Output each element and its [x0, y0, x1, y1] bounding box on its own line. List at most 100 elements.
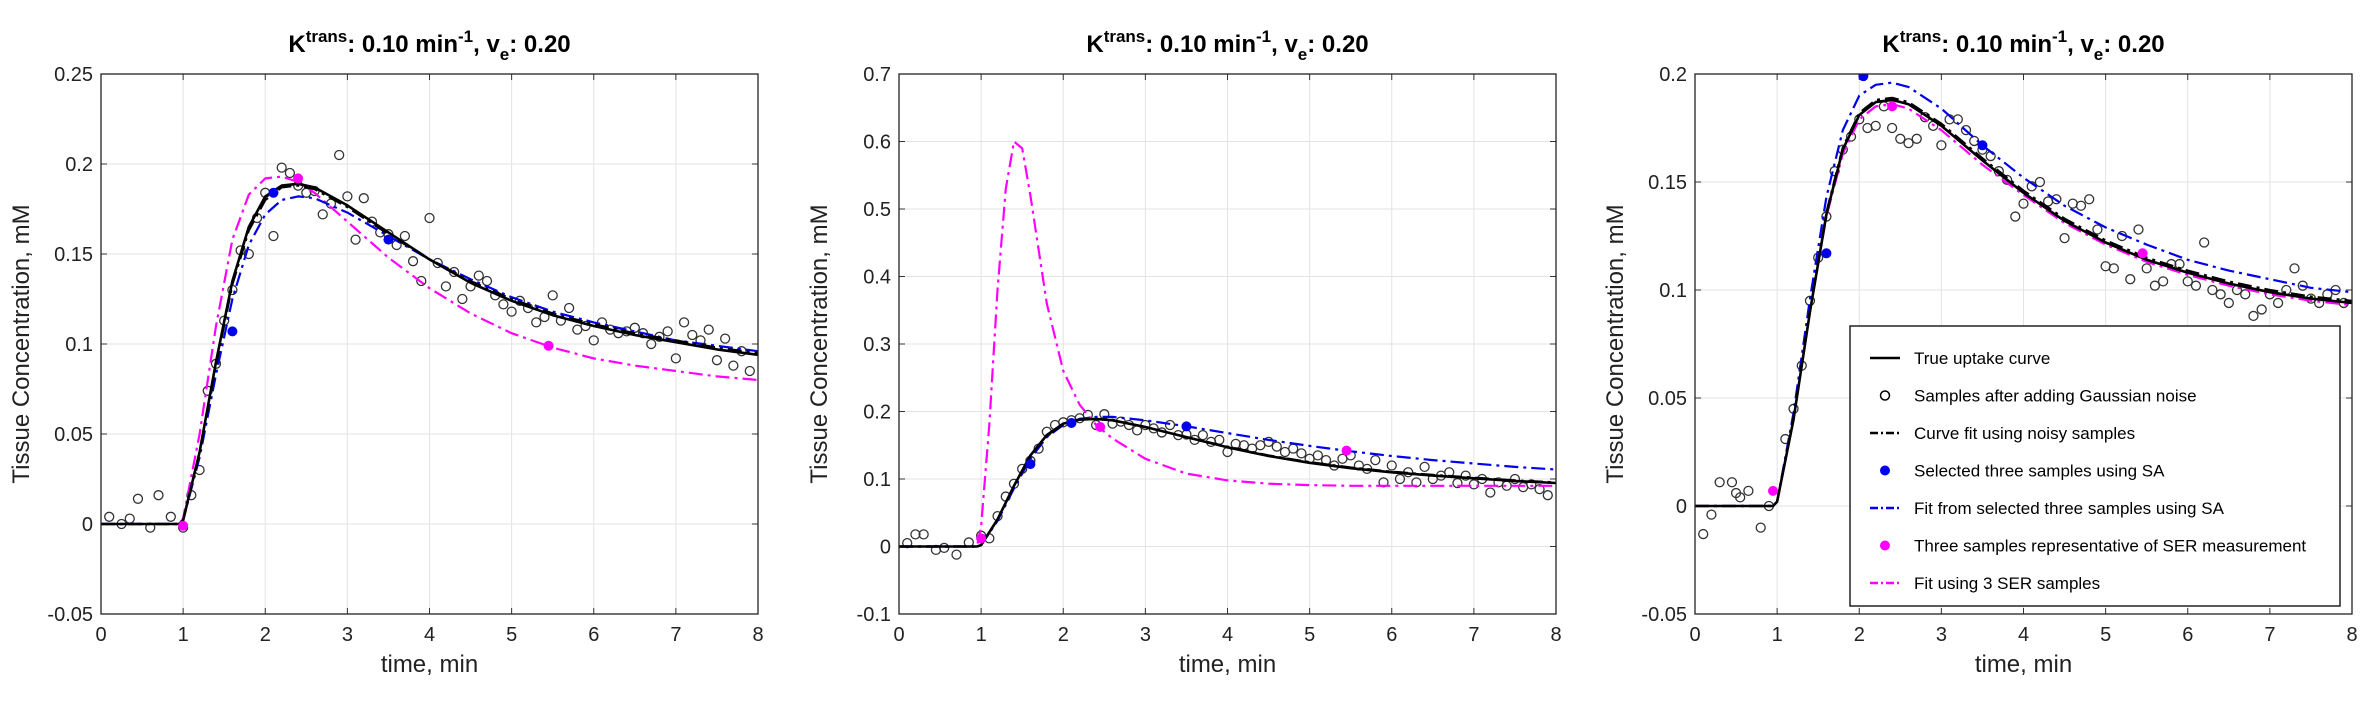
y-tick-label: 0.2 [65, 154, 93, 176]
sa-sample-point [1181, 421, 1192, 432]
y-tick-label: 0.1 [863, 469, 891, 491]
x-tick-label: 1 [178, 624, 189, 646]
noisy-sample-point [424, 212, 435, 224]
noisy-sample-point [687, 329, 698, 341]
x-tick-label: 0 [95, 624, 106, 646]
noisy-sample-point [104, 511, 115, 522]
noisy-sample-point [1370, 454, 1381, 466]
title-main: K [1086, 31, 1104, 58]
noisy-sample-point [276, 162, 287, 173]
noisy-sample-point [1468, 479, 1480, 490]
noisy-sample-point [695, 335, 706, 346]
noisy-sample-point [342, 191, 353, 202]
title-end: : 0.20 [509, 31, 570, 58]
plot-content [101, 149, 758, 533]
noisy-sample-point [2248, 310, 2259, 322]
noisy-sample-point [457, 293, 468, 305]
sa-sample-point [227, 326, 238, 337]
series-line-fit-from-selected-three-samples-using-sa [101, 195, 758, 526]
x-tick-label: 8 [1550, 624, 1561, 646]
noisy-sample-point [2084, 194, 2095, 205]
sa-sample-point [268, 187, 279, 198]
noisy-sample-point [646, 338, 657, 350]
y-tick-label: 0 [82, 514, 93, 536]
title-sup2: -1 [458, 27, 473, 46]
x-tick-label: 2 [1854, 624, 1865, 646]
noisy-sample-point [2240, 289, 2251, 300]
noisy-sample-point [1726, 477, 1738, 488]
noisy-sample-point [1911, 133, 1922, 144]
x-tick-label: 1 [1772, 624, 1783, 646]
legend-label: Curve fit using noisy samples [1914, 424, 2135, 443]
y-axis-label: Tissue Concentration, mM [806, 204, 833, 483]
noisy-sample-point [284, 167, 296, 179]
noisy-sample-point [2010, 211, 2021, 222]
sa-sample-point [1066, 417, 1077, 428]
ser-sample-point [178, 520, 189, 531]
noisy-sample-point [662, 326, 673, 337]
axes-box [1694, 73, 2353, 615]
noisy-sample-point [2051, 194, 2062, 205]
noisy-sample-point [2125, 274, 2136, 285]
y-tick-label: 0.2 [863, 402, 891, 424]
noisy-sample-point [2092, 224, 2103, 235]
noisy-sample-point [2190, 280, 2202, 291]
noisy-sample-point [1706, 509, 1717, 520]
noisy-sample-point [399, 230, 411, 242]
y-tick-label: 0.6 [863, 132, 891, 154]
y-tick-label: -0.05 [47, 604, 93, 626]
noisy-sample-point [1460, 470, 1471, 481]
x-tick-label: 4 [424, 624, 435, 646]
noisy-sample-point [703, 324, 714, 335]
noisy-sample-point [1755, 522, 1766, 533]
y-tick-label: 0.05 [1648, 388, 1687, 410]
noisy-sample-point [1394, 473, 1406, 485]
noisy-sample-point [2034, 176, 2046, 188]
noisy-sample-point [2289, 263, 2300, 274]
title-sup: trans [1104, 27, 1146, 46]
title-sup2: -1 [2052, 27, 2067, 46]
noisy-sample-point [728, 360, 739, 371]
noisy-sample-point [678, 317, 690, 328]
title-sep: , v [473, 31, 500, 58]
noisy-sample-point [1743, 485, 1754, 497]
noisy-sample-point [939, 542, 950, 553]
noisy-sample-point [1452, 477, 1463, 489]
y-tick-label: 0.2 [1659, 64, 1687, 86]
noisy-sample-point [1419, 461, 1430, 473]
noisy-sample-point [720, 333, 731, 344]
y-tick-label: 0.1 [65, 334, 93, 356]
legend-label: Fit using 3 SER samples [1914, 574, 2100, 593]
y-tick-label: 0.1 [1659, 280, 1687, 302]
noisy-sample-point [2157, 276, 2169, 287]
x-axis-label: time, min [1975, 651, 2072, 678]
noisy-sample-point [572, 324, 583, 335]
x-tick-label: 8 [752, 624, 763, 646]
noisy-sample-point [2215, 289, 2226, 300]
noisy-sample-point [1870, 120, 1881, 131]
x-tick-label: 3 [1140, 624, 1151, 646]
x-tick-label: 6 [588, 624, 599, 646]
plot-content [1695, 74, 2352, 540]
noisy-sample-point [1542, 490, 1553, 501]
x-tick-label: 0 [893, 624, 904, 646]
noisy-sample-point [563, 302, 575, 314]
series-line-true-uptake-curve [101, 182, 758, 526]
noisy-sample-point [317, 209, 328, 220]
noisy-sample-point [473, 270, 484, 281]
noisy-sample-point [268, 230, 279, 242]
noisy-sample-point [2256, 304, 2267, 315]
noisy-sample-point [531, 317, 542, 328]
title-sub: e [1298, 45, 1307, 64]
noisy-sample-point [1886, 122, 1898, 134]
title-sup: trans [306, 27, 348, 46]
y-tick-label: 0.7 [863, 64, 891, 86]
legend-label: Samples after adding Gaussian noise [1914, 387, 2197, 406]
ser-sample-point [293, 173, 304, 184]
title-end: : 0.20 [1307, 31, 1368, 58]
noisy-sample-point [1526, 479, 1537, 490]
x-tick-label: 5 [506, 624, 517, 646]
sa-sample-point [1977, 140, 1988, 151]
